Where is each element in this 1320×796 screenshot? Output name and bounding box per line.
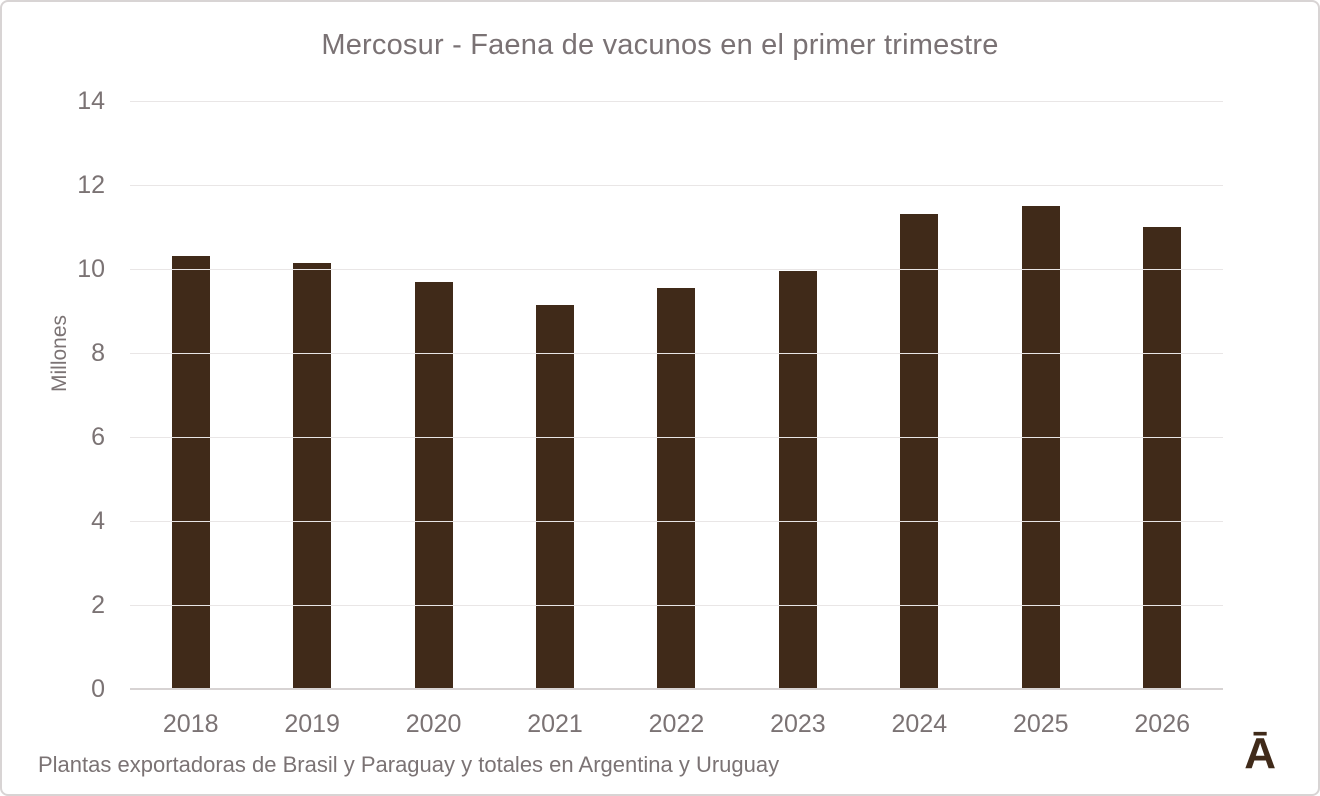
- bar-2022: [657, 287, 696, 689]
- gridline: [130, 605, 1223, 606]
- x-axis-baseline: [130, 688, 1223, 690]
- y-tick-label: 4: [91, 507, 105, 535]
- y-tick-label: 6: [91, 423, 105, 451]
- x-tick-label: 2021: [527, 710, 583, 738]
- bar-slot: [494, 101, 615, 689]
- x-tick-label: 2026: [1134, 710, 1191, 738]
- x-tick-label: 2025: [1012, 710, 1069, 738]
- bar-slot: [130, 101, 251, 689]
- gridline: [130, 185, 1223, 186]
- bar-2025: [1021, 206, 1060, 689]
- y-tick-label: 14: [77, 87, 105, 115]
- x-tick-label: 2018: [162, 710, 219, 738]
- gridline: [130, 437, 1223, 438]
- bar-slot: [980, 101, 1101, 689]
- bar-slot: [616, 101, 737, 689]
- x-tick-label: 2020: [405, 710, 462, 738]
- bar-slot: [1102, 101, 1223, 689]
- bar-slot: [251, 101, 372, 689]
- gridline: [130, 521, 1223, 522]
- bar-slot: [737, 101, 858, 689]
- x-tick-label: 2023: [770, 710, 826, 738]
- x-tick-label: 2024: [891, 710, 948, 738]
- gridline: [130, 269, 1223, 270]
- bar-slot: [373, 101, 494, 689]
- bar-2018: [171, 256, 210, 689]
- y-tick-label: 12: [77, 171, 105, 199]
- bars-row: [130, 101, 1223, 689]
- brand-logo-icon: Ā: [1244, 729, 1276, 778]
- chart-title: Mercosur - Faena de vacunos en el primer…: [321, 29, 999, 61]
- bar-2024: [900, 214, 939, 689]
- gridline: [130, 101, 1223, 102]
- chart-footnote: Plantas exportadoras de Brasil y Paragua…: [38, 752, 780, 777]
- bar-2026: [1143, 227, 1182, 689]
- gridline: [130, 353, 1223, 354]
- y-tick-label: 8: [91, 339, 105, 367]
- bar-2023: [778, 271, 817, 689]
- x-tick-label: 2019: [284, 710, 340, 738]
- bar-2021: [536, 304, 575, 689]
- bar-2019: [293, 262, 332, 689]
- plot-area: [130, 101, 1223, 690]
- bar-slot: [859, 101, 980, 689]
- x-axis-labels: 2018 2019 2020 2021 2022 2023 2024 2025 2026: [130, 710, 1223, 739]
- y-tick-label: 2: [91, 591, 105, 619]
- y-tick-label: 10: [77, 255, 105, 283]
- y-tick-label: 0: [91, 675, 105, 703]
- bar-2020: [414, 281, 453, 689]
- x-tick-label: 2022: [648, 710, 705, 738]
